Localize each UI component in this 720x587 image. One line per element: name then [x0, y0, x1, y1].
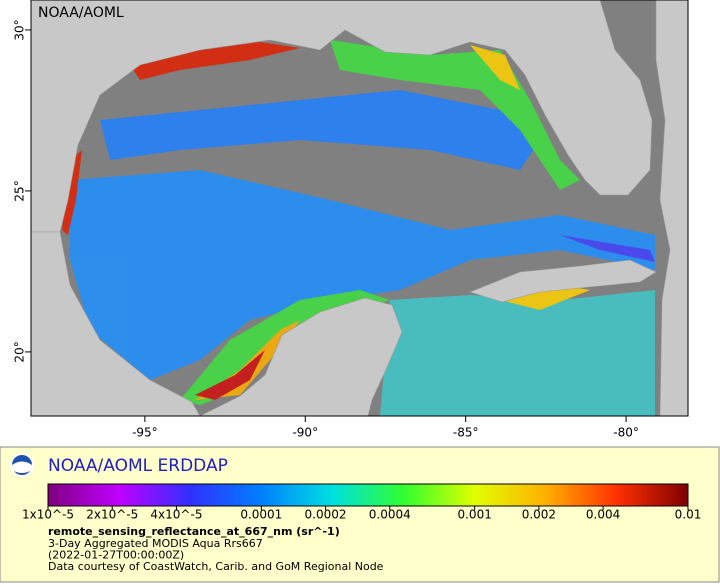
- x-tick-label: -85°: [453, 426, 479, 440]
- caption-line: (2022-01-27T00:00:00Z): [48, 549, 184, 562]
- colorbar-tick-label: 0.002: [522, 508, 556, 522]
- noaa-logo-bird: [12, 461, 32, 473]
- x-tick-label: -95°: [132, 426, 158, 440]
- x-tick-label: -90°: [292, 426, 318, 440]
- colorbar-tick-label: 4x10^-5: [150, 508, 202, 522]
- colorbar-tick-label: 0.0002: [305, 508, 347, 522]
- colorbar-tick-label: 0.0001: [240, 508, 282, 522]
- caption-line: 3-Day Aggregated MODIS Aqua Rrs667: [48, 537, 263, 550]
- map-title: NOAA/AOML: [38, 5, 124, 21]
- map-area: [31, 0, 688, 416]
- x-tick-label: -80°: [613, 426, 639, 440]
- y-tick-label: 30°: [13, 19, 27, 40]
- legend-box: [0, 446, 720, 583]
- map-frame: [30, 0, 689, 417]
- legend-title: NOAA/AOML ERDDAP: [48, 456, 228, 476]
- map-title-bg: [33, 2, 128, 22]
- land: [31, 0, 688, 416]
- colorbar: [47, 483, 689, 507]
- variable-name: remote_sensing_reflectance_at_667_nm (sr…: [48, 525, 340, 538]
- y-tick-label: 20°: [13, 341, 27, 362]
- colorbar-tick-label: 0.004: [586, 508, 620, 522]
- colorbar-tick-label: 0.0004: [369, 508, 411, 522]
- colorbar-tick-label: 0.01: [675, 508, 702, 522]
- colorbar-tick-label: 2x10^-5: [86, 508, 138, 522]
- colorbar-tick-label: 0.001: [457, 508, 491, 522]
- y-tick-label: 25°: [13, 180, 27, 201]
- caption-line: Data courtesy of CoastWatch, Carib. and …: [48, 560, 384, 573]
- colorbar-tick-label: 1x10^-5: [22, 508, 74, 522]
- data-field: [62, 40, 655, 416]
